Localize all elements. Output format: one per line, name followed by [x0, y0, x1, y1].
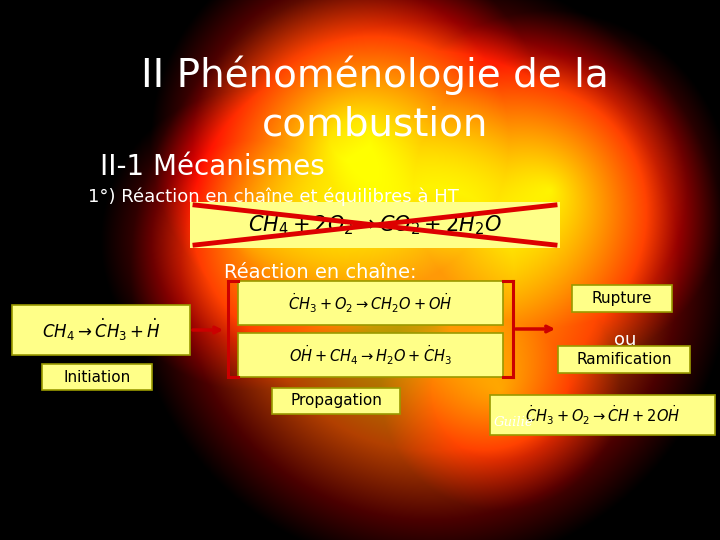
- FancyBboxPatch shape: [12, 305, 190, 355]
- Text: Initiation: Initiation: [63, 369, 130, 384]
- FancyBboxPatch shape: [238, 281, 503, 325]
- Text: II Phénoménologie de la: II Phénoménologie de la: [141, 55, 609, 94]
- Text: $\dot{C}H_3 + O_2 \rightarrow CH_2O + O\dot{H}$: $\dot{C}H_3 + O_2 \rightarrow CH_2O + O\…: [288, 291, 453, 315]
- FancyBboxPatch shape: [190, 202, 560, 248]
- FancyBboxPatch shape: [490, 395, 715, 435]
- FancyBboxPatch shape: [558, 346, 690, 373]
- Text: ou: ou: [614, 331, 636, 349]
- FancyBboxPatch shape: [572, 285, 672, 312]
- FancyBboxPatch shape: [42, 364, 152, 390]
- Text: Rupture: Rupture: [592, 291, 652, 306]
- FancyBboxPatch shape: [238, 333, 503, 377]
- Text: 1°) Réaction en chaîne et équilibres à HT: 1°) Réaction en chaîne et équilibres à H…: [88, 188, 459, 206]
- Text: $CH_4 + 2O_2 \rightarrow CO_2 + 2H_2O$: $CH_4 + 2O_2 \rightarrow CO_2 + 2H_2O$: [248, 213, 502, 237]
- Text: II-1 Mécanismes: II-1 Mécanismes: [100, 153, 325, 181]
- Text: Guilié: Guilié: [494, 415, 534, 429]
- Text: Propagation: Propagation: [290, 394, 382, 408]
- Text: $CH_4 \rightarrow \dot{C}H_3 + \dot{H}$: $CH_4 \rightarrow \dot{C}H_3 + \dot{H}$: [42, 317, 161, 343]
- Text: combustion: combustion: [262, 106, 488, 144]
- Text: Ramification: Ramification: [576, 352, 672, 367]
- Text: $O\dot{H} + CH_4 \rightarrow H_2O + \dot{C}H_3$: $O\dot{H} + CH_4 \rightarrow H_2O + \dot…: [289, 343, 452, 367]
- FancyBboxPatch shape: [272, 388, 400, 414]
- Text: Réaction en chaîne:: Réaction en chaîne:: [224, 262, 416, 281]
- Text: $\dot{C}H_3 + O_2 \rightarrow \dot{C}H + 2O\dot{H}$: $\dot{C}H_3 + O_2 \rightarrow \dot{C}H +…: [525, 403, 680, 427]
